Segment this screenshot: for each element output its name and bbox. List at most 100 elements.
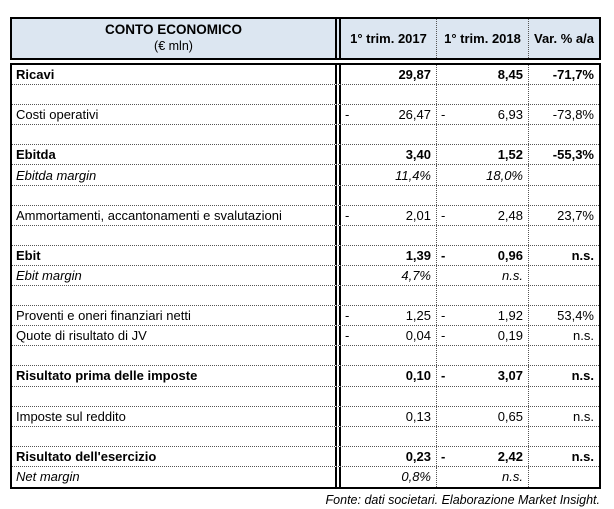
cell-value-2017: 1,39	[341, 246, 436, 265]
row-label: Imposte sul reddito	[12, 406, 341, 426]
table-title-cell: CONTO ECONOMICO (€ mln)	[12, 19, 341, 58]
amount-var: n.s.	[571, 368, 594, 384]
table-row: Ammortamenti, accantonamenti e svalutazi…	[12, 205, 599, 226]
cell-value-var: 23,7%	[528, 205, 599, 225]
table-row: Imposte sul reddito 0,13 0,65 n.s.	[12, 406, 599, 427]
cell-value-var	[528, 466, 599, 487]
amount-2017: 0,13	[405, 408, 431, 424]
cell-value-2018: n.s.	[436, 265, 528, 286]
table-row	[12, 185, 599, 206]
row-label: Ricavi	[12, 65, 341, 85]
amount-2018: 2,42	[497, 448, 523, 464]
cell-value-var: -73,8%	[528, 105, 599, 125]
table-row	[12, 386, 599, 407]
cell-value-2017: 11,4%	[341, 165, 436, 184]
table-row: Risultato prima delle imposte 0,10 - 3,07…	[12, 366, 599, 387]
cell-value-2017: - 1,25	[341, 306, 436, 325]
conto-economico-table: CONTO ECONOMICO (€ mln) 1° trim. 2017 1°…	[10, 17, 601, 507]
table-row	[12, 286, 599, 307]
cell-value-2018: - 6,93	[436, 105, 528, 125]
row-label	[12, 386, 341, 406]
amount-2017: 2,01	[405, 207, 431, 223]
table-row	[12, 85, 599, 106]
cell-value-var: n.s.	[528, 366, 599, 386]
minus-sign: -	[345, 207, 350, 223]
row-label: Ammortamenti, accantonamenti e svalutazi…	[12, 205, 341, 225]
table-title: CONTO ECONOMICO	[104, 22, 242, 38]
amount-2017: 4,7%	[401, 267, 431, 283]
table-row: Ebit 1,39 - 0,96 n.s.	[12, 245, 599, 266]
amount-2018: 1,92	[497, 308, 523, 324]
cell-value-var	[528, 225, 599, 245]
table-row: Risultato dell'esercizio 0,23 - 2,42 n.s.	[12, 446, 599, 467]
table-row: Costi operativi -26,47 -6,93 -73,8%	[12, 105, 599, 126]
cell-value-2018	[436, 85, 528, 105]
cell-value-var: n.s.	[528, 446, 599, 466]
cell-value-2018	[436, 286, 528, 306]
amount-2018: 0,96	[497, 247, 523, 263]
table-row	[12, 426, 599, 447]
cell-value-2017: 29,87	[341, 65, 436, 84]
row-label	[12, 346, 341, 366]
table-row: Ebitda margin 11,4% 18,0%	[12, 165, 599, 186]
source-note: Fonte: dati societari. Elaborazione Mark…	[325, 492, 600, 507]
cell-value-var	[528, 265, 599, 286]
table-row: Ebit margin 4,7% n.s.	[12, 265, 599, 287]
row-label	[12, 286, 341, 306]
minus-sign: -	[441, 107, 446, 123]
cell-value-2017	[341, 286, 436, 305]
cell-value-var	[528, 125, 599, 145]
cell-value-2017: 0,10	[341, 366, 436, 385]
column-header-q1-2017: 1° trim. 2017	[350, 31, 427, 46]
cell-value-2017	[341, 125, 436, 144]
amount-2018: 18,0%	[486, 167, 523, 183]
row-label	[12, 426, 341, 446]
cell-value-var: n.s.	[528, 326, 599, 346]
cell-value-2018: n.s.	[436, 466, 528, 487]
amount-var: n.s.	[571, 247, 594, 263]
minus-sign: -	[441, 448, 446, 464]
minus-sign: -	[441, 368, 446, 384]
column-header-q1-2018: 1° trim. 2018	[436, 19, 528, 58]
row-label: Ebit	[12, 245, 341, 265]
cell-value-2017	[341, 427, 436, 446]
row-label: Ebitda	[12, 145, 341, 165]
table-row	[12, 346, 599, 367]
row-label	[12, 125, 341, 145]
cell-value-2018: - 0,19	[436, 326, 528, 346]
cell-value-2017: - 26,47	[341, 105, 436, 124]
minus-sign: -	[441, 308, 446, 324]
cell-value-var	[528, 165, 599, 185]
table-row	[12, 225, 599, 246]
row-label: Ebitda margin	[12, 165, 341, 185]
cell-value-2017: 0,13	[341, 407, 436, 426]
cell-value-2017: 4,7%	[341, 266, 436, 285]
cell-value-2017: 0,23	[341, 447, 436, 466]
cell-value-var	[528, 346, 599, 366]
table-header: CONTO ECONOMICO (€ mln) 1° trim. 2017 1°…	[10, 17, 601, 60]
amount-var: -55,3%	[552, 147, 594, 163]
amount-var: n.s.	[573, 328, 594, 344]
minus-sign: -	[345, 328, 350, 344]
table-body: Ricavi 29,87 8,45 -71,7% Costi operativi…	[10, 63, 601, 489]
row-label: Quote di risultato di JV	[12, 326, 341, 346]
cell-value-2018	[436, 386, 528, 406]
minus-sign: -	[345, 308, 350, 324]
row-label: Risultato prima delle imposte	[12, 366, 341, 386]
amount-var: 53,4%	[557, 308, 594, 324]
cell-value-var	[528, 286, 599, 306]
amount-2018: 0,19	[497, 328, 523, 344]
row-label: Proventi e oneri finanziari netti	[12, 306, 341, 326]
cell-value-2017	[341, 85, 436, 104]
cell-value-var: -55,3%	[528, 145, 599, 165]
cell-value-2017: - 2,01	[341, 206, 436, 225]
cell-value-2018	[436, 225, 528, 245]
amount-2017: 11,4%	[395, 167, 431, 183]
row-label	[12, 85, 341, 105]
amount-2018: n.s.	[502, 267, 523, 283]
row-label: Risultato dell'esercizio	[12, 446, 341, 466]
amount-2017: 0,23	[405, 448, 431, 464]
cell-value-2017	[341, 346, 436, 365]
cell-value-var: n.s.	[528, 406, 599, 426]
amount-2017: 26,47	[398, 107, 431, 123]
